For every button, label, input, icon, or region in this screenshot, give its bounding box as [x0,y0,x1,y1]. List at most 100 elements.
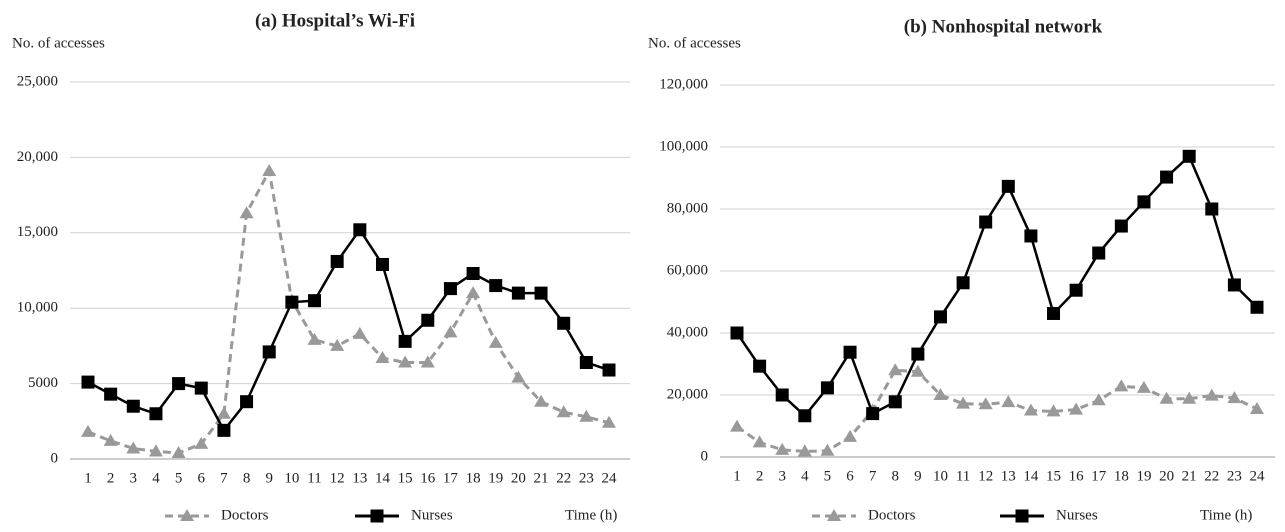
data-point [978,397,993,410]
y-axis-label: No. of accesses [648,35,741,51]
x-tick-label: 15 [1046,468,1061,484]
data-point [910,364,925,377]
data-point [1250,401,1264,414]
data-point [1205,202,1219,216]
data-point [443,282,457,296]
x-tick-label: 15 [398,470,413,486]
y-tick-label: 60,000 [667,262,708,278]
data-point [1159,391,1174,404]
data-point [1092,246,1106,260]
data-point [820,443,835,456]
data-point [933,388,948,400]
data-point [798,409,812,423]
y-tick-label: 0 [51,450,59,466]
data-point [466,267,480,281]
data-point [488,335,503,348]
x-tick-label: 24 [602,470,618,486]
data-point [534,286,548,300]
x-tick-label: 8 [892,468,900,484]
data-point [285,295,299,309]
x-tick-label: 22 [556,470,571,486]
y-tick-label: 100,000 [659,138,708,154]
x-tick-label: 24 [1250,468,1266,484]
x-tick-label: 1 [84,470,92,486]
data-point [172,377,186,391]
x-tick-label: 7 [869,468,877,484]
y-tick-label: 120,000 [659,76,708,92]
data-point [557,316,571,330]
x-tick-label: 19 [488,470,503,486]
data-point [81,424,95,437]
legend-label: Doctors [221,507,269,523]
x-tick-label: 16 [1069,468,1085,484]
data-point [1250,300,1264,314]
x-tick-label: 2 [107,470,115,486]
legend-marker [370,509,384,523]
data-point [489,279,503,293]
legend-marker [827,509,841,521]
data-point [149,407,163,421]
data-point [752,435,767,448]
x-tick-label: 5 [824,468,832,484]
data-point [307,332,322,345]
data-point [103,433,118,446]
data-point [1024,229,1038,243]
x-tick-label: 3 [130,470,138,486]
data-point [194,436,209,449]
x-tick-label: 9 [265,470,273,486]
data-point [171,445,186,458]
chart-title: (b) Nonhospital network [904,16,1103,37]
data-point [352,326,367,339]
x-tick-label: 19 [1136,468,1151,484]
data-point [775,442,790,455]
data-point [1227,391,1242,404]
x-tick-label: 14 [375,470,391,486]
x-axis-label: Time (h) [565,507,617,523]
y-tick-label: 10,000 [17,300,58,316]
y-axis-label: No. of accesses [12,35,105,51]
y-tick-label: 80,000 [667,200,708,216]
x-tick-label: 14 [1023,468,1039,484]
data-point [126,399,140,413]
data-point [466,286,481,299]
data-point [888,395,902,409]
legend-label: Nurses [411,507,453,523]
y-tick-label: 40,000 [667,324,708,340]
data-point [262,345,276,359]
x-tick-label: 18 [1114,468,1129,484]
x-tick-label: 11 [956,468,970,484]
data-point [330,254,344,268]
data-point [443,325,458,338]
y-tick-label: 0 [701,448,709,464]
data-point [1023,403,1038,416]
data-point [534,394,549,407]
x-tick-label: 9 [914,468,922,484]
data-point [1182,391,1197,404]
y-tick-label: 20,000 [667,386,708,402]
x-tick-label: 6 [198,470,206,486]
data-point [194,381,208,395]
data-point [126,441,141,454]
chart-title: (a) Hospital’s Wi-Fi [255,10,415,31]
x-tick-label: 12 [978,468,993,484]
x-tick-label: 17 [443,470,459,486]
x-tick-label: 21 [1182,468,1197,484]
data-point [1069,283,1083,297]
data-point [602,363,616,377]
data-point [1182,149,1196,163]
x-tick-label: 6 [846,468,854,484]
x-tick-label: 2 [756,468,764,484]
data-point [1136,380,1151,393]
data-point [1204,388,1219,401]
data-point [81,375,95,389]
data-point [753,359,767,373]
x-tick-label: 17 [1091,468,1107,484]
x-axis-label: Time (h) [1200,507,1252,523]
data-point [979,215,993,229]
series-line [87,166,610,455]
data-point [579,409,594,422]
data-point [911,347,925,361]
data-point [730,419,744,432]
